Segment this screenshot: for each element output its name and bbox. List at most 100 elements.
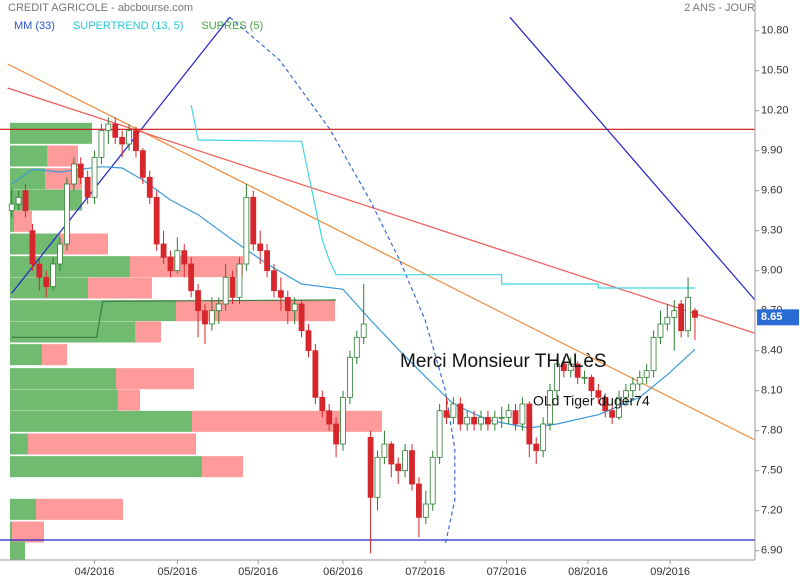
candle-body — [457, 403, 464, 425]
profile-down — [47, 145, 78, 167]
candle-body — [533, 443, 540, 452]
candle-body — [581, 376, 588, 379]
candle-body — [353, 336, 360, 358]
candle-body — [91, 156, 98, 198]
indicator-line — [190, 105, 695, 289]
candle-body — [623, 390, 629, 398]
y-tick-label: 7.20 — [761, 505, 782, 517]
trend-line — [11, 299, 337, 338]
candle-body — [160, 243, 167, 258]
candle-body — [567, 363, 574, 372]
candle-body — [471, 416, 478, 425]
profile-up — [10, 344, 42, 366]
candle-body — [257, 243, 264, 252]
candle-body — [450, 403, 457, 418]
candle-body — [685, 296, 691, 332]
candle-body — [388, 443, 395, 465]
candle-body — [609, 410, 616, 418]
candle-body — [126, 130, 132, 145]
profile-down — [42, 344, 67, 366]
candle-body — [84, 176, 91, 198]
profile-down — [192, 410, 382, 432]
x-tick-label: 04/2016 — [75, 566, 115, 578]
candle-body — [291, 303, 298, 312]
candle-body — [664, 316, 671, 325]
candle-body — [326, 410, 333, 425]
candle-body — [333, 423, 339, 445]
y-tick-label: 6.90 — [761, 545, 782, 557]
candle-body — [636, 376, 643, 385]
profile-down — [116, 368, 194, 390]
trend-line — [509, 16, 755, 301]
candle-body — [560, 363, 567, 372]
x-tick-label: 05/2016 — [157, 566, 197, 578]
candle-body — [588, 376, 595, 392]
price-tag-label: 8.65 — [761, 311, 782, 323]
profile-up — [10, 368, 116, 390]
candle-body — [105, 123, 112, 132]
y-tick-label: 9.00 — [761, 265, 782, 277]
candle-body — [367, 436, 374, 498]
candle-body — [464, 416, 471, 425]
candle-body — [319, 396, 326, 412]
x-tick-label: 06/2016 — [323, 566, 363, 578]
candle-body — [229, 276, 236, 298]
y-tick-label: 10.20 — [761, 105, 789, 117]
profile-up — [10, 456, 202, 478]
candle-body — [181, 250, 188, 265]
profile-up — [10, 277, 88, 299]
candle-body — [195, 290, 201, 312]
y-tick-label: 10.50 — [761, 65, 789, 77]
legend-item: MM (33) — [14, 20, 55, 32]
profile-up — [10, 168, 45, 190]
x-tick-label: 05/2016 — [238, 566, 278, 578]
candle-body — [381, 443, 388, 458]
candle-body — [236, 263, 243, 298]
indicator-line — [11, 166, 696, 429]
profile-up — [10, 122, 92, 144]
candle-body — [29, 230, 36, 265]
candle-body — [346, 356, 353, 398]
profile-up — [10, 256, 130, 278]
y-tick-label: 9.30 — [761, 225, 782, 237]
candle-body — [629, 383, 636, 392]
candle-body — [215, 303, 222, 312]
y-tick-label: 7.80 — [761, 425, 782, 437]
profile-up — [10, 541, 25, 560]
profile-down — [202, 456, 243, 478]
annotation: Merci Monsieur THALèS — [400, 351, 607, 372]
candle-body — [112, 123, 119, 138]
candle-body — [374, 456, 381, 498]
candle-body — [36, 263, 43, 278]
profile-down — [135, 321, 161, 343]
x-tick-label: 09/2016 — [650, 566, 690, 578]
candle-body — [43, 276, 50, 288]
candle-body — [70, 163, 77, 185]
candle-body — [222, 276, 229, 305]
candle-body — [284, 296, 291, 312]
candle-body — [478, 416, 484, 425]
candle-body — [64, 183, 70, 245]
trend-line — [7, 63, 755, 441]
x-tick-label: 07/2016 — [487, 566, 527, 578]
y-tick-label: 10.80 — [761, 25, 789, 37]
candle-body — [402, 450, 409, 472]
chart-subtitle: 2 ANS - JOUR — [684, 2, 755, 14]
candle-body — [298, 303, 305, 332]
candle-body — [57, 243, 63, 265]
candle-body — [416, 483, 422, 518]
profile-up — [10, 300, 176, 322]
candle-body — [8, 203, 15, 212]
y-tick-label: 7.50 — [761, 465, 782, 477]
candle-body — [692, 310, 698, 318]
dashed-trend-line — [229, 16, 456, 546]
candle-body — [119, 136, 126, 145]
profile-up — [10, 433, 28, 455]
candle-body — [657, 323, 664, 338]
candle-body — [526, 403, 533, 445]
candle-body — [643, 370, 650, 378]
candle-body — [271, 270, 277, 292]
price-tag — [757, 309, 799, 326]
candle-body — [595, 390, 602, 398]
profile-down — [60, 233, 108, 255]
